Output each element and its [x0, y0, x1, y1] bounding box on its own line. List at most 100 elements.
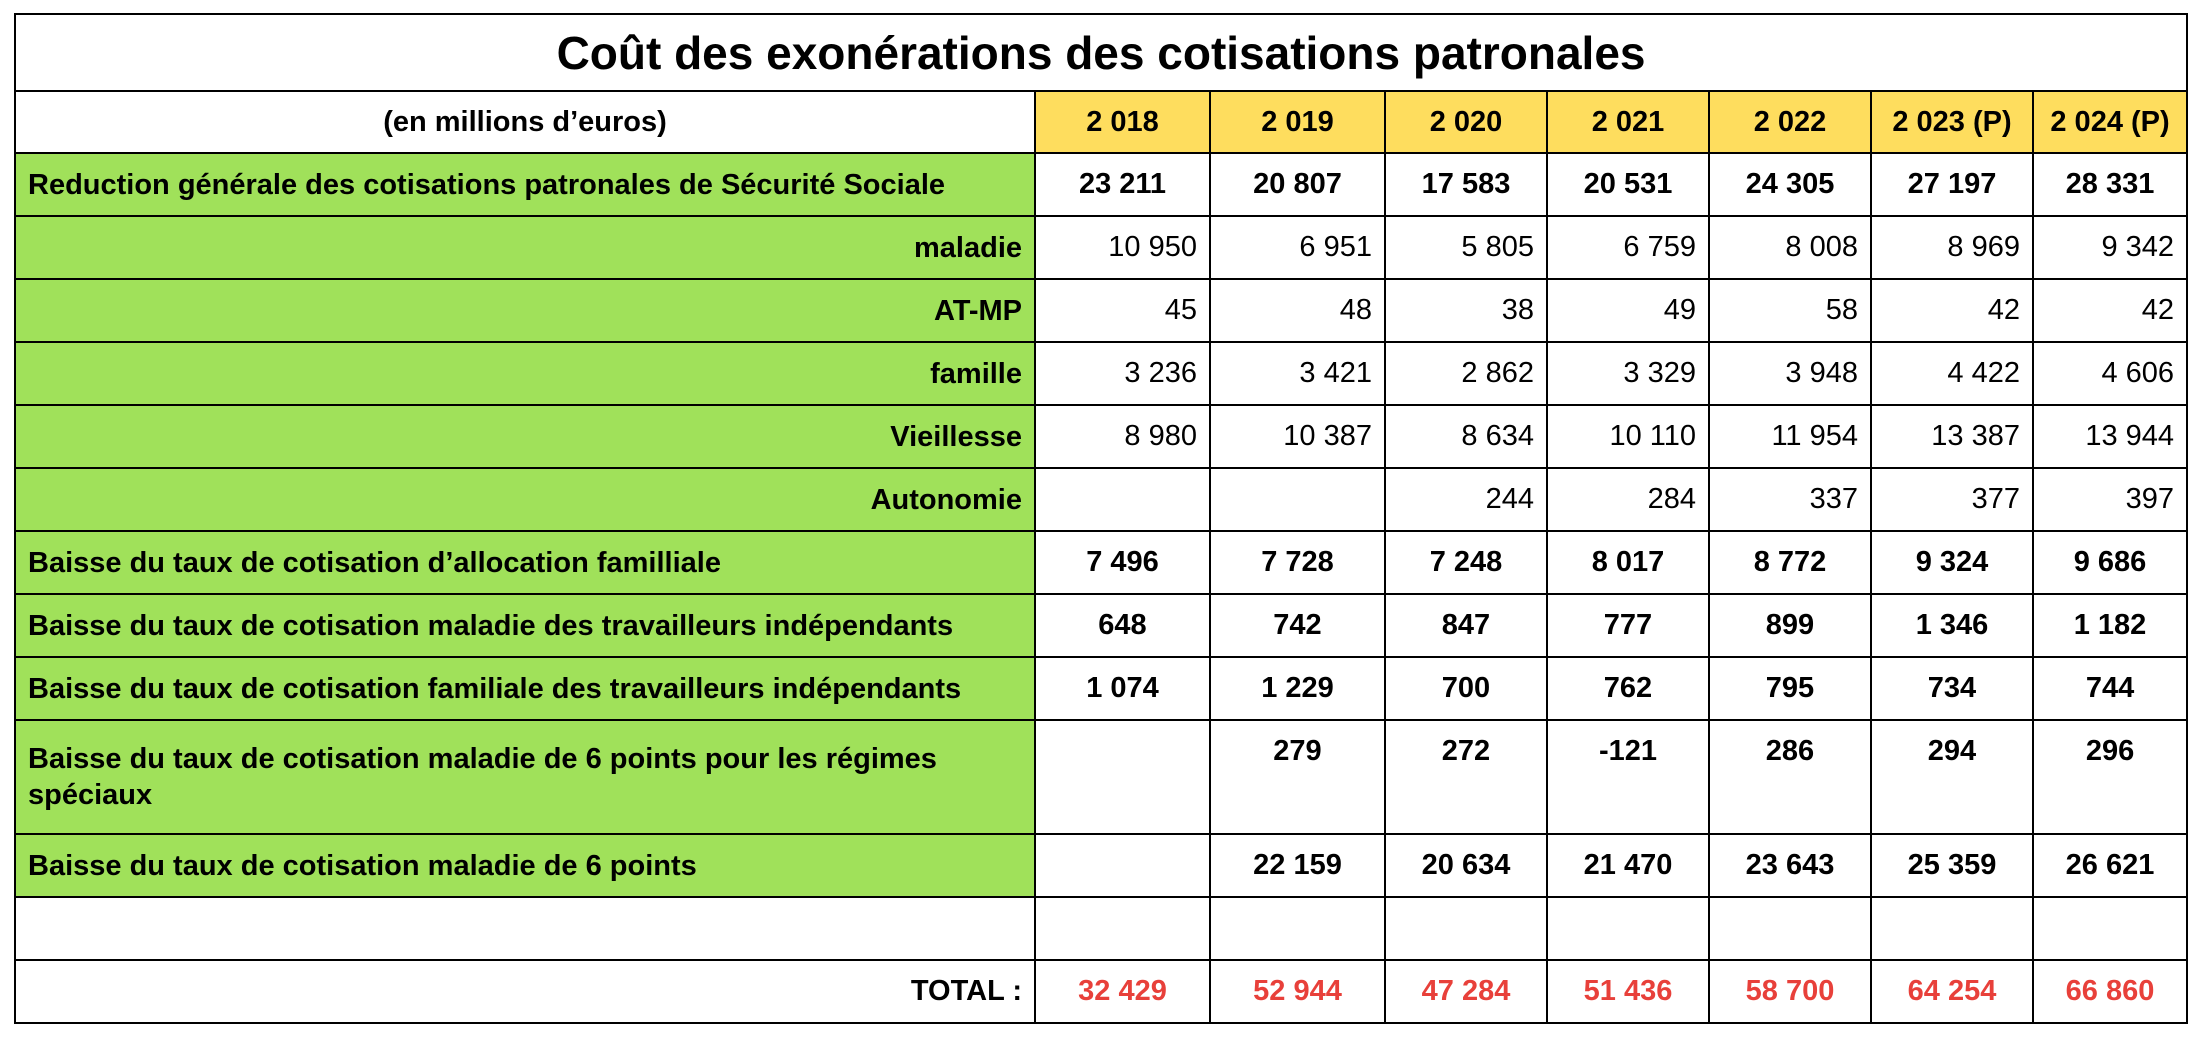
cell-value: 8 017	[1546, 530, 1710, 595]
cell-value: 3 236	[1034, 341, 1211, 406]
cell-value: 58	[1708, 278, 1872, 343]
empty-cell	[1209, 896, 1386, 961]
cell-value: 3 421	[1209, 341, 1386, 406]
total-value: 66 860	[2031, 959, 2189, 1024]
cell-value: 13 944	[2031, 404, 2189, 469]
cell-value: 8 980	[1034, 404, 1211, 469]
cell-value: 13 387	[1870, 404, 2034, 469]
table-row: Vieillesse 8 980 10 387 8 634 10 110 11 954 13…	[14, 404, 2189, 469]
table-row: Reduction générale des cotisations patro…	[14, 152, 2189, 217]
cell-value: 49	[1546, 278, 1710, 343]
table-row: Autonomie 244 284 337 377 397	[14, 467, 2189, 532]
cell-value: 6 759	[1546, 215, 1710, 280]
cell-value: 10 950	[1034, 215, 1211, 280]
total-value: 32 429	[1034, 959, 1211, 1024]
row-label: maladie	[14, 215, 1036, 280]
empty-cell	[14, 896, 1036, 961]
cell-value: 899	[1708, 593, 1872, 658]
year-header-0: 2 018	[1034, 90, 1211, 154]
row-label: Baisse du taux de cotisation familiale d…	[14, 656, 1036, 721]
cell-value: 20 634	[1384, 833, 1548, 898]
cell-value	[1034, 467, 1211, 532]
total-value: 52 944	[1209, 959, 1386, 1024]
row-label: AT-MP	[14, 278, 1036, 343]
cell-value: 847	[1384, 593, 1548, 658]
unit-label: (en millions d’euros)	[14, 90, 1036, 154]
cell-value: 17 583	[1384, 152, 1548, 217]
year-header-3: 2 021	[1546, 90, 1710, 154]
cell-value: 24 305	[1708, 152, 1872, 217]
table-row: Baisse du taux de cotisation d’allocatio…	[14, 530, 2189, 595]
table-row: AT-MP 45 48 38 49 58 42 42	[14, 278, 2189, 343]
row-label: Reduction générale des cotisations patro…	[14, 152, 1036, 217]
total-value: 51 436	[1546, 959, 1710, 1024]
cell-value: 10 110	[1546, 404, 1710, 469]
empty-cell	[1708, 896, 1872, 961]
cell-value: 26 621	[2031, 833, 2189, 898]
cell-value: 742	[1209, 593, 1386, 658]
year-header-4: 2 022	[1708, 90, 1872, 154]
cell-value: 22 159	[1209, 833, 1386, 898]
cell-value	[1034, 719, 1211, 835]
cell-value: 337	[1708, 467, 1872, 532]
table-row: Baisse du taux de cotisation maladie de …	[14, 719, 2189, 835]
cell-value: 20 531	[1546, 152, 1710, 217]
cell-value: 23 211	[1034, 152, 1211, 217]
cell-value: 9 324	[1870, 530, 2034, 595]
year-header-6: 2 024 (P)	[2031, 90, 2189, 154]
cell-value: 397	[2031, 467, 2189, 532]
cell-value: 244	[1384, 467, 1548, 532]
empty-cell	[1384, 896, 1548, 961]
cell-value: 7 496	[1034, 530, 1211, 595]
cell-value: 734	[1870, 656, 2034, 721]
row-label: Autonomie	[14, 467, 1036, 532]
year-header-5: 2 023 (P)	[1870, 90, 2034, 154]
cell-value: 377	[1870, 467, 2034, 532]
cell-value: 42	[1870, 278, 2034, 343]
cell-value: 272	[1384, 719, 1548, 835]
cell-value: 744	[2031, 656, 2189, 721]
cell-value: 279	[1209, 719, 1386, 835]
empty-cell	[1034, 896, 1211, 961]
cell-value: 700	[1384, 656, 1548, 721]
cell-value	[1034, 833, 1211, 898]
cell-value: 795	[1708, 656, 1872, 721]
cell-value: 2 862	[1384, 341, 1548, 406]
cell-value: 648	[1034, 593, 1211, 658]
table-row: famille 3 236 3 421 2 862 3 329 3 948 4 422 4 6…	[14, 341, 2189, 406]
cell-value: 5 805	[1384, 215, 1548, 280]
cell-value: 23 643	[1708, 833, 1872, 898]
total-label: TOTAL :	[14, 959, 1036, 1024]
cell-value: 7 248	[1384, 530, 1548, 595]
cell-value: 21 470	[1546, 833, 1710, 898]
cell-value: 6 951	[1209, 215, 1386, 280]
cell-value: 45	[1034, 278, 1211, 343]
exonerations-table: Coût des exonérations des cotisations pa…	[13, 13, 2189, 1024]
cell-value: 11 954	[1708, 404, 1872, 469]
cell-value: 1 229	[1209, 656, 1386, 721]
cell-value: 8 008	[1708, 215, 1872, 280]
table-title: Coût des exonérations des cotisations pa…	[13, 13, 2189, 92]
title-row: Coût des exonérations des cotisations pa…	[13, 13, 2189, 92]
empty-cell	[1546, 896, 1710, 961]
cell-value: 9 686	[2031, 530, 2189, 595]
cell-value: 10 387	[1209, 404, 1386, 469]
cell-value: 1 346	[1870, 593, 2034, 658]
cell-value: 4 606	[2031, 341, 2189, 406]
total-row: TOTAL :32 429 52 944 47 284 51 436 58 700 64 …	[14, 959, 2189, 1024]
row-label: Baisse du taux de cotisation maladie de …	[14, 833, 1036, 898]
row-label: famille	[14, 341, 1036, 406]
total-value: 47 284	[1384, 959, 1548, 1024]
table-row: Baisse du taux de cotisation maladie de …	[14, 833, 2189, 898]
cell-value: 4 422	[1870, 341, 2034, 406]
cell-value: 762	[1546, 656, 1710, 721]
table-row: Baisse du taux de cotisation maladie des…	[14, 593, 2189, 658]
cell-value: 42	[2031, 278, 2189, 343]
cell-value: 27 197	[1870, 152, 2034, 217]
cell-value: 8 772	[1708, 530, 1872, 595]
cell-value: 38	[1384, 278, 1548, 343]
cell-value: 28 331	[2031, 152, 2189, 217]
cell-value: 286	[1708, 719, 1872, 835]
cell-value	[1209, 467, 1386, 532]
row-label: Baisse du taux de cotisation d’allocatio…	[14, 530, 1036, 595]
